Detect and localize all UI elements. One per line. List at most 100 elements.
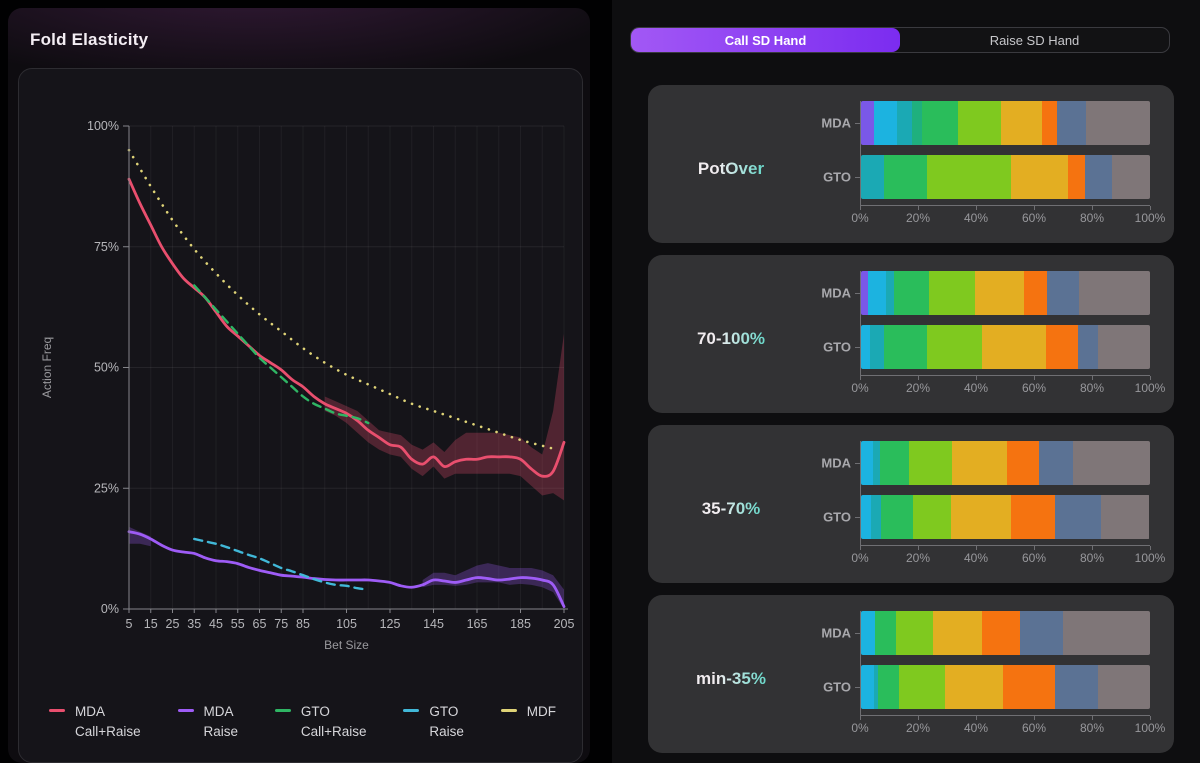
stacked-bar-35-70-gto[interactable] (861, 495, 1150, 539)
bar-segment-cyan (861, 325, 870, 369)
series-mda-call-raise-band (324, 333, 564, 501)
axis-tick (1034, 206, 1035, 210)
bar-segment-cyan (874, 101, 898, 145)
series-gto-call-raise-line (193, 284, 370, 425)
bar-x-axis: 0% 20% 40% 60% 80% 100% (851, 206, 1165, 226)
stacked-bar-potover-gto[interactable] (861, 155, 1150, 199)
bar-segment-teal (885, 271, 895, 315)
legend-label: GTO Call+Raise (300, 704, 367, 739)
axis-tick (1150, 716, 1151, 720)
bar-row-label: MDA (821, 455, 851, 471)
bar-segment-gold (982, 325, 1046, 369)
bar-segment-violet (861, 271, 869, 315)
card-label: min-35% (696, 669, 766, 688)
legend-label: MDA Call+Raise (75, 704, 141, 739)
axis-tick (1092, 546, 1093, 550)
stacked-bar-potover-mda[interactable] (861, 101, 1150, 145)
legend-item-gto-call-raise[interactable]: GTO Call+Raise (274, 702, 367, 741)
stacked-bar-70-100-mda[interactable] (861, 271, 1150, 315)
bar-segment-green (884, 325, 928, 369)
bar-row-gto: GTO (823, 155, 1150, 199)
card-70-100: 70-100% MDA GTO 0% 20% 40% 60% 80% 100% (648, 255, 1174, 413)
axis-tick (860, 546, 861, 550)
bar-segment-gold (1011, 155, 1068, 199)
x-tick-label: 185 (510, 617, 531, 631)
bar-segment-lime (927, 155, 1012, 199)
bar-segment-slate (1054, 495, 1101, 539)
bar-segment-gray (1097, 665, 1150, 709)
bar-segment-lime (898, 665, 945, 709)
stacked-bar-chart: MDA GTO 0% 20% 40% 60% 80% 100% (814, 441, 1165, 577)
bar-row-mda: MDA (821, 611, 1150, 655)
stacked-bar-min-35-gto[interactable] (861, 665, 1150, 709)
legend-item-gto-raise[interactable]: GTO Raise (403, 702, 464, 741)
bar-segment-lime (908, 441, 952, 485)
bar-segment-teal (861, 155, 885, 199)
axis-tick (1092, 206, 1093, 210)
axis-tick-label: 80% (1079, 721, 1105, 735)
legend-item-mdf[interactable]: MDF (500, 702, 556, 722)
bar-segment-gold (950, 495, 1012, 539)
x-tick-label: 105 (336, 617, 357, 631)
bar-segment-gray (1073, 441, 1150, 485)
fold-elasticity-chart[interactable]: 0% 25% 50% 75% 100% 5 15 25 35 45 55 65 75 85 105 125 14… (21, 71, 582, 684)
bar-segment-gold (975, 271, 1025, 315)
card-label-cell: min-35% (648, 611, 814, 747)
bar-segment-orange (1011, 495, 1055, 539)
bar-row-tick (855, 123, 861, 124)
x-tick-label: 25 (166, 617, 180, 631)
axis-tick (1092, 376, 1093, 380)
x-tick-label: 125 (380, 617, 401, 631)
y-axis-title: Action Freq (40, 337, 54, 398)
stacked-bar-chart: MDA GTO 0% 20% 40% 60% 80% 100% (814, 101, 1165, 237)
tab-call-sd-hand[interactable]: Call SD Hand (631, 28, 900, 52)
stacked-bar-35-70-mda[interactable] (861, 441, 1150, 485)
series-gto-raise-line (193, 537, 370, 591)
bar-segment-cyan (868, 271, 886, 315)
bar-segment-slate (1019, 611, 1064, 655)
bar-segment-teal (871, 495, 882, 539)
bar-row-tick (855, 517, 861, 518)
axis-tick (918, 716, 919, 720)
x-tick-label: 45 (209, 617, 223, 631)
axis-tick (1092, 716, 1093, 720)
bar-x-axis: 0% 20% 40% 60% 80% 100% (851, 716, 1165, 736)
bar-segment-gold (933, 611, 983, 655)
x-tick-label: 65 (253, 617, 267, 631)
axis-tick-label: 60% (1021, 721, 1047, 735)
x-tick-label: 55 (231, 617, 245, 631)
axis-tick (1150, 546, 1151, 550)
stacked-bar-min-35-mda[interactable] (861, 611, 1150, 655)
bar-row-label: MDA (821, 625, 851, 641)
card-label-cell: 70-100% (648, 271, 814, 407)
page-title: Fold Elasticity (30, 30, 149, 49)
axis-tick-label: 60% (1021, 551, 1047, 565)
bar-segment-orange (982, 611, 1020, 655)
axis-tick (860, 376, 861, 380)
x-tick-label: 35 (187, 617, 201, 631)
x-tick-label: 205 (554, 617, 575, 631)
x-tick-label: 165 (467, 617, 488, 631)
sd-hand-panel: Call SD Hand Raise SD Hand PotOver MDA GTO 0… (612, 0, 1200, 763)
bar-segment-orange (1067, 155, 1085, 199)
legend-item-mda-raise[interactable]: MDA Raise (177, 702, 238, 741)
legend-item-mda-call-raise[interactable]: MDA Call+Raise (49, 702, 141, 741)
bar-segment-green (881, 495, 913, 539)
bar-row-gto: GTO (823, 665, 1150, 709)
axis-tick-label: 40% (963, 381, 989, 395)
bar-segment-gray (1097, 325, 1150, 369)
x-tick-label: 5 (126, 617, 133, 631)
axis-tick (1034, 546, 1035, 550)
series-mda-raise-band (422, 563, 564, 609)
bar-segment-slate (1038, 441, 1074, 485)
bar-segment-gray (1063, 611, 1150, 655)
bar-segment-slate (1047, 271, 1080, 315)
stacked-bar-70-100-gto[interactable] (861, 325, 1150, 369)
bar-segment-slate (1077, 325, 1098, 369)
series-mda-call-raise-line (127, 177, 566, 478)
tab-raise-sd-hand[interactable]: Raise SD Hand (989, 32, 1080, 48)
bar-segment-slate (1057, 101, 1087, 145)
bar-row-label: GTO (823, 509, 851, 525)
axis-tick-label: 0% (851, 721, 869, 735)
axis-tick (1034, 716, 1035, 720)
